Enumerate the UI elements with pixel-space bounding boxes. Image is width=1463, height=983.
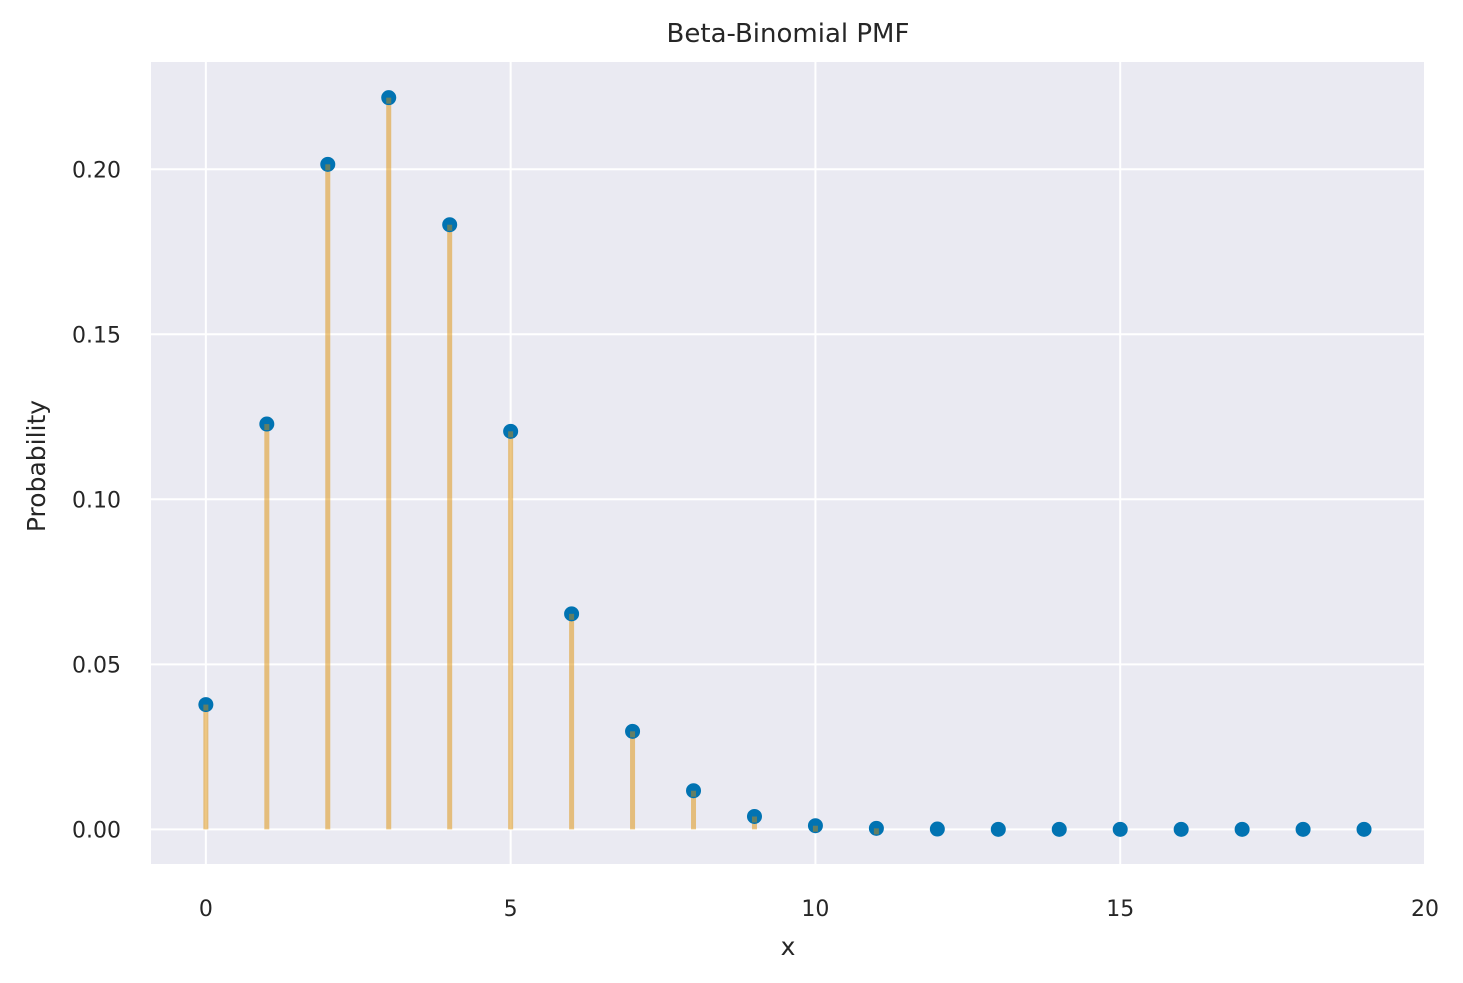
x-tick-label: 10 (801, 897, 829, 922)
data-markers (198, 90, 1372, 837)
y-tick-label: 0.10 (72, 488, 121, 513)
y-tick-label: 0.20 (72, 158, 121, 183)
y-axis-label: Probability (22, 400, 51, 532)
data-point (1173, 821, 1189, 837)
data-point (442, 217, 458, 233)
data-point (625, 723, 641, 739)
data-point (990, 821, 1006, 837)
data-point (503, 423, 519, 439)
data-point (320, 156, 336, 172)
data-point (381, 90, 397, 106)
x-tick-label: 20 (1411, 897, 1439, 922)
data-point (686, 783, 702, 799)
y-tick-label: 0.00 (72, 818, 121, 843)
data-point (1112, 821, 1128, 837)
data-point (807, 818, 823, 834)
data-point (1051, 821, 1067, 837)
x-tick-label: 5 (504, 897, 518, 922)
data-point (564, 606, 580, 622)
data-point (1295, 821, 1311, 837)
tick-labels: 0 5 10 15 20 0.00 0.05 0.10 0.15 0.20 (72, 158, 1439, 922)
data-point (198, 697, 214, 713)
data-point (1356, 821, 1372, 837)
chart-title: Beta-Binomial PMF (667, 19, 910, 49)
y-tick-label: 0.15 (72, 323, 121, 348)
x-tick-label: 15 (1106, 897, 1134, 922)
data-point (868, 820, 884, 836)
y-tick-label: 0.05 (72, 653, 121, 678)
data-point (259, 416, 275, 432)
plot-area (151, 62, 1425, 864)
data-point (746, 808, 762, 824)
x-tick-label: 0 (199, 897, 213, 922)
data-point (1234, 821, 1250, 837)
data-point (929, 821, 945, 837)
x-axis-label: x (781, 932, 796, 961)
